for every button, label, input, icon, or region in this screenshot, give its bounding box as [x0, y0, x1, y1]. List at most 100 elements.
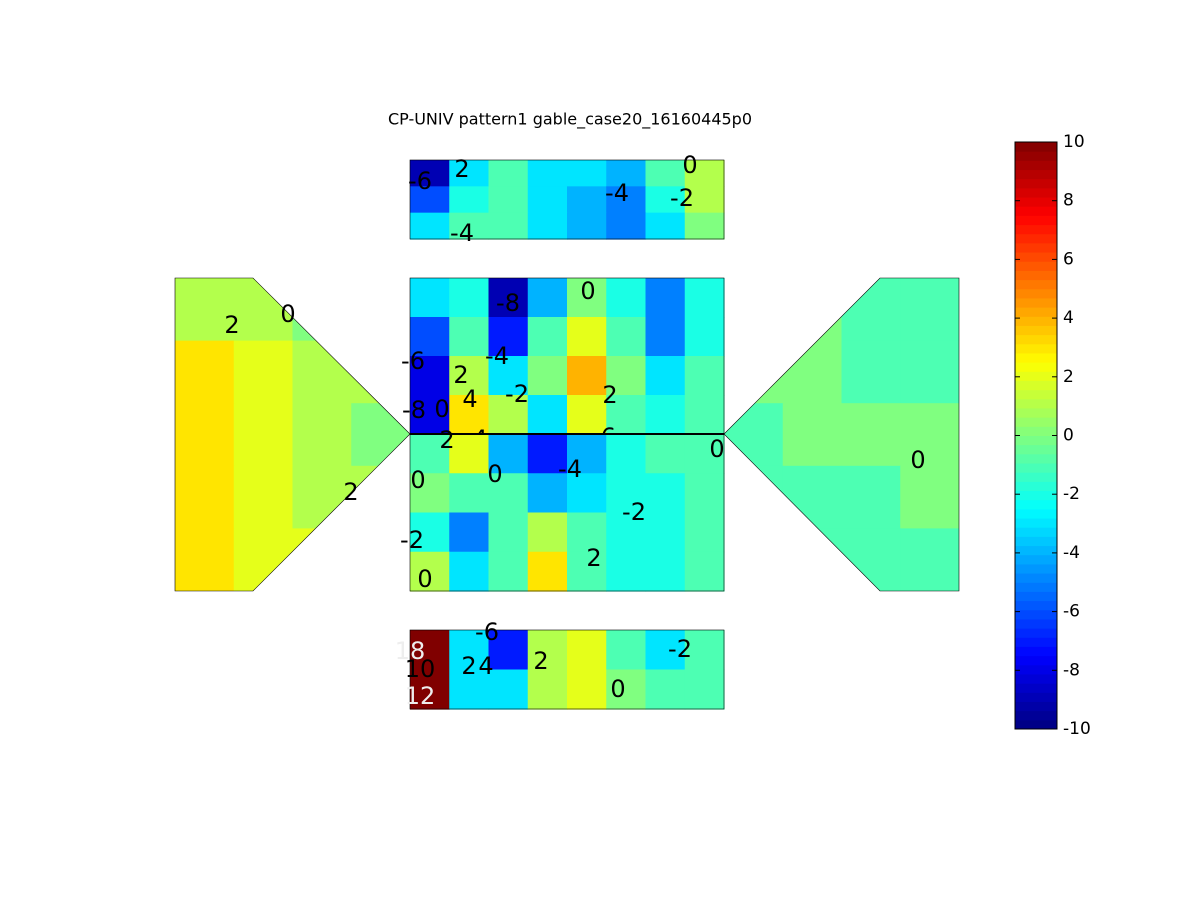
colorbar-swatch	[1015, 582, 1057, 592]
contour-cell	[567, 473, 607, 514]
contour-cell	[645, 473, 686, 514]
contour-cell	[606, 212, 647, 240]
contour-cell	[488, 356, 529, 396]
contour-cell	[410, 630, 450, 671]
colorbar-swatch	[1015, 646, 1057, 657]
contour-cell	[645, 395, 686, 435]
colorbar-swatch	[1015, 490, 1057, 501]
contour-cell	[645, 669, 686, 710]
contour-cell	[488, 551, 529, 592]
colorbar-swatch	[1015, 398, 1057, 409]
contour-cell	[684, 212, 725, 240]
colorbar-swatch	[1015, 637, 1057, 647]
colorbar-swatch	[1015, 545, 1057, 556]
contour-cell	[645, 551, 686, 592]
colorbar-tick-label: -4	[1063, 543, 1080, 563]
contour-cell	[606, 473, 647, 514]
contour-cell	[841, 278, 901, 342]
contour-cell	[606, 669, 647, 710]
colorbar-swatch	[1015, 692, 1057, 702]
colorbar-swatch	[1015, 160, 1057, 171]
contour-label: 0	[487, 460, 502, 488]
contour-label: 0	[280, 300, 295, 328]
colorbar-swatch	[1015, 270, 1057, 281]
contour-label: 0	[417, 565, 432, 593]
contour-cell	[782, 465, 843, 529]
contour-cell	[567, 278, 607, 318]
colorbar-swatch	[1015, 472, 1057, 482]
colorbar-tick-label: 4	[1063, 308, 1074, 328]
contour-cell	[292, 528, 352, 591]
colorbar-tick-label: -2	[1063, 484, 1080, 504]
colorbar-tick-label: 6	[1063, 249, 1074, 269]
panel	[410, 278, 725, 435]
contour-cell	[488, 512, 529, 553]
contour-cell	[233, 403, 294, 467]
colorbar-swatch	[1015, 554, 1057, 565]
contour-cell	[410, 160, 450, 187]
contour-cell	[841, 465, 901, 529]
colorbar-tick-label: 2	[1063, 367, 1074, 387]
contour-label: -2	[668, 635, 692, 663]
colorbar-swatch	[1015, 252, 1057, 262]
colorbar-swatch	[1015, 719, 1057, 730]
contour-cell	[488, 434, 529, 474]
contour-cell	[567, 669, 607, 710]
contour-cell	[449, 395, 490, 435]
colorbar-swatch	[1015, 527, 1057, 537]
contour-cell	[567, 212, 607, 240]
contour-cell	[410, 317, 450, 357]
colorbar-swatch	[1015, 142, 1057, 152]
contour-label: -8	[496, 289, 520, 317]
colorbar-swatch	[1015, 288, 1057, 299]
panel	[410, 160, 725, 240]
contour-cell	[606, 186, 647, 214]
colorbar-swatch	[1015, 444, 1057, 455]
contour-cell	[488, 395, 529, 435]
colorbar-swatch	[1015, 261, 1057, 271]
chart-title: CP-UNIV pattern1 gable_case20_16160445p0	[388, 110, 752, 130]
contour-cell	[782, 403, 843, 467]
contour-cell	[527, 669, 568, 710]
contour-cell	[449, 512, 490, 553]
contour-cell	[488, 669, 529, 710]
contour-cell	[900, 528, 959, 591]
contour-cell	[488, 473, 529, 514]
contour-cell	[449, 212, 490, 240]
contour-cell	[567, 356, 607, 396]
contour-label: 12	[405, 682, 436, 710]
colorbar-swatch	[1015, 600, 1057, 611]
panel	[410, 434, 725, 592]
contour-cell	[841, 403, 901, 467]
colorbar-swatch	[1015, 628, 1057, 638]
contour-cell	[645, 356, 686, 396]
colorbar-swatch	[1015, 453, 1057, 464]
contour-label: 18	[395, 637, 426, 665]
contour-cell	[782, 528, 843, 591]
colorbar-swatch	[1015, 683, 1057, 693]
contour-cell	[724, 340, 784, 404]
contour-label: 0	[709, 435, 724, 463]
contour-cell	[684, 395, 725, 435]
contour-label: -8	[402, 396, 426, 424]
panel-border	[409, 159, 725, 240]
contour-cell	[449, 356, 490, 396]
contour-cell	[684, 551, 725, 592]
colorbar-tick-label: -6	[1063, 602, 1080, 622]
colorbar-tick-label: -10	[1063, 719, 1091, 739]
colorbar-tick-label: 10	[1063, 132, 1085, 152]
contour-cell	[527, 434, 568, 474]
contour-cell	[724, 403, 784, 467]
contour-cell	[645, 434, 686, 474]
contour-cell	[527, 395, 568, 435]
contour-cell	[410, 669, 450, 710]
contour-cell	[684, 669, 725, 710]
colorbar-swatch	[1015, 518, 1057, 528]
colorbar-swatch	[1015, 169, 1057, 180]
contour-cell	[645, 186, 686, 214]
colorbar-swatch	[1015, 417, 1057, 427]
contour-cell	[175, 278, 235, 342]
contour-cell	[233, 465, 294, 529]
contour-cell	[527, 317, 568, 357]
contour-cell	[527, 212, 568, 240]
